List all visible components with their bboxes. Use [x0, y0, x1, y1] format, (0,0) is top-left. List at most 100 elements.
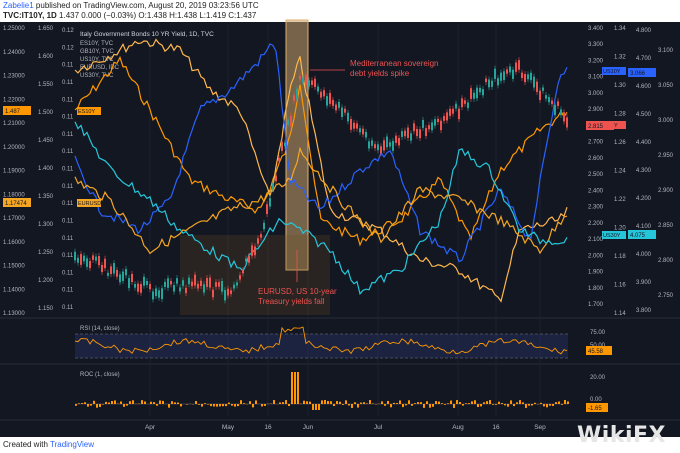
x-tick-label: Jul: [374, 424, 383, 431]
candle-body: [179, 287, 181, 292]
roc-bar: [339, 401, 341, 404]
right1-tick: 1.700: [588, 302, 604, 308]
roc-bar: [366, 403, 368, 404]
right4-tick: 3.000: [658, 118, 674, 124]
roc-bar: [216, 404, 218, 407]
right4-tick: 3.100: [658, 48, 674, 54]
roc-bar: [174, 402, 176, 404]
roc-bar: [465, 403, 467, 404]
right3-tick: 4.600: [636, 84, 652, 90]
candle-body: [383, 140, 385, 151]
roc-bar: [234, 404, 236, 407]
left-outer-tick: 1.19000: [3, 169, 25, 175]
candle-body: [131, 273, 133, 283]
roc-bar: [519, 400, 521, 404]
candle-body: [164, 281, 166, 287]
right1-tick: 3.400: [588, 26, 604, 32]
right1-tick: 1.800: [588, 286, 604, 292]
roc-bar: [477, 404, 479, 408]
roc-bar: [549, 404, 551, 406]
right3-tick: 3.800: [636, 308, 652, 314]
right2-tick: 1.20: [614, 226, 626, 232]
roc-bar: [294, 372, 296, 404]
candle-body: [509, 66, 511, 73]
candle-body: [326, 96, 328, 106]
legend-entry: US10Y, TVC: [80, 57, 114, 63]
roc-bar: [225, 404, 227, 407]
annotation-fall-line2: Treasury yields fall: [258, 297, 325, 306]
roc-bar: [423, 404, 425, 408]
roc-bar: [513, 404, 515, 407]
publish-header: Zabelie1 published on TradingView.com, A…: [0, 0, 680, 22]
candle-body: [554, 104, 556, 116]
roc-bar: [426, 401, 428, 404]
roc-bar: [207, 404, 209, 405]
right2-tick: 1.26: [614, 140, 626, 146]
candle-body: [317, 86, 319, 92]
last-value-text: 2.815: [588, 124, 604, 130]
roc-bar: [396, 403, 398, 404]
candle-body: [482, 89, 484, 96]
roc-bar: [180, 404, 182, 407]
candle-body: [203, 284, 205, 293]
created-with: Created with TradingView: [3, 440, 94, 449]
right1-tick: 2.700: [588, 140, 604, 146]
candle-body: [452, 108, 454, 114]
right4-tick: 2.750: [658, 293, 674, 299]
candle-body: [194, 274, 196, 286]
roc-tick: 0.00: [590, 397, 602, 403]
candle-body: [557, 101, 559, 106]
roc-bar: [360, 402, 362, 404]
candle-body: [533, 76, 535, 88]
candle-body: [167, 278, 169, 288]
candle-body: [500, 72, 502, 81]
last-label-tag: [602, 67, 626, 75]
candle-body: [362, 128, 364, 135]
last-value-tag: [3, 106, 31, 115]
left-inner-tick: 0.11: [62, 132, 74, 138]
roc-bar: [510, 400, 512, 404]
roc-bar: [105, 401, 107, 404]
roc-bar: [231, 404, 233, 406]
roc-bar: [213, 404, 215, 407]
highlight-box: [285, 19, 309, 271]
candle-body: [269, 198, 271, 207]
roc-bar: [243, 403, 245, 404]
candle-body: [296, 88, 298, 99]
roc-bar: [531, 404, 533, 406]
candle-body: [344, 108, 346, 113]
roc-bar: [489, 400, 491, 404]
x-tick-label: May: [222, 424, 235, 431]
published-text: published on TradingView.com, August 20,…: [35, 1, 259, 10]
roc-bar: [390, 404, 392, 408]
candle-body: [161, 288, 163, 300]
roc-bar: [393, 402, 395, 404]
roc-bar: [237, 404, 239, 407]
right2-tick: 1.18: [614, 254, 626, 260]
roc-bar: [408, 400, 410, 404]
candle-body: [395, 135, 397, 143]
roc-bar: [126, 404, 128, 406]
roc-bar: [435, 401, 437, 404]
candle-body: [188, 277, 190, 285]
roc-bar: [297, 372, 299, 404]
candle-body: [497, 78, 499, 86]
candle-body: [461, 98, 463, 108]
series-line: [74, 121, 568, 296]
roc-title: ROC (1, close): [80, 372, 120, 378]
roc-bar: [441, 403, 443, 404]
legend-entry: US30Y, TVC: [80, 73, 114, 79]
rsi-tick: 75.00: [590, 330, 606, 336]
tradingview-link[interactable]: TradingView: [50, 440, 95, 449]
candle-body: [365, 131, 367, 138]
roc-bar: [99, 404, 101, 407]
candle-body: [431, 122, 433, 131]
author-link[interactable]: Zabelie1: [3, 1, 34, 10]
right3-tick: 4.800: [636, 28, 652, 34]
roc-bar: [417, 402, 419, 404]
roc-bar: [132, 400, 134, 404]
roc-bar: [483, 402, 485, 404]
candle-body: [311, 80, 313, 85]
right3-tick: 4.300: [636, 168, 652, 174]
